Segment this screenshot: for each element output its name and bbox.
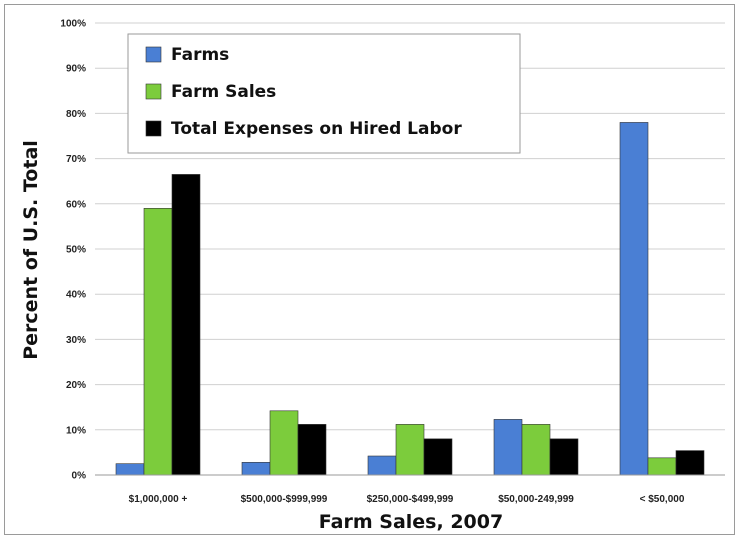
y-axis-ticks: 0% 10% 20% 30% 40% 50% 60% 70% 80% 90% 100% bbox=[60, 19, 86, 482]
y-tick-label: 20% bbox=[66, 380, 86, 391]
legend-swatch bbox=[145, 46, 162, 63]
legend: Farms Farm Sales Total Expenses on Hired L… bbox=[127, 33, 521, 154]
bar-farm-sales bbox=[521, 424, 551, 476]
y-tick-label: 10% bbox=[66, 425, 86, 436]
x-axis-ticks: $1,000,000 + $500,000-$999,999 $250,000-$4… bbox=[129, 494, 685, 505]
x-tick-label: < $50,000 bbox=[640, 494, 685, 505]
bar-farms bbox=[115, 463, 145, 476]
y-tick-label: 100% bbox=[60, 19, 86, 30]
y-tick-label: 0% bbox=[72, 471, 87, 482]
bar-farm-sales bbox=[143, 208, 173, 476]
bar-farm-sales bbox=[647, 457, 677, 476]
y-tick-label: 60% bbox=[66, 199, 86, 210]
bars bbox=[115, 122, 705, 476]
legend-label: Farm Sales bbox=[171, 82, 276, 102]
bar-farms bbox=[367, 455, 397, 476]
legend-label: Total Expenses on Hired Labor bbox=[171, 119, 462, 139]
legend-label: Farms bbox=[171, 45, 229, 65]
chart-frame: 0% 10% 20% 30% 40% 50% 60% 70% 80% 90% 100% $1,000… bbox=[4, 4, 735, 535]
legend-swatch bbox=[145, 120, 162, 137]
x-tick-label: $250,000-$499,999 bbox=[367, 494, 454, 505]
bar-total-expenses-on-hired-labor bbox=[297, 424, 327, 476]
x-tick-label: $500,000-$999,999 bbox=[241, 494, 328, 505]
y-tick-label: 30% bbox=[66, 335, 86, 346]
bar-farms bbox=[493, 419, 523, 476]
bar-total-expenses-on-hired-labor bbox=[171, 174, 201, 476]
y-tick-label: 80% bbox=[66, 109, 86, 120]
x-axis-title: Farm Sales, 2007 bbox=[319, 511, 503, 533]
y-tick-label: 50% bbox=[66, 245, 86, 256]
bar-chart: 0% 10% 20% 30% 40% 50% 60% 70% 80% 90% 100% $1,000… bbox=[20, 19, 725, 533]
y-axis-title: Percent of U.S. Total bbox=[20, 140, 42, 360]
legend-box bbox=[127, 33, 521, 154]
y-tick-label: 90% bbox=[66, 64, 86, 75]
y-tick-label: 70% bbox=[66, 154, 86, 165]
x-tick-label: $50,000-249,999 bbox=[498, 494, 574, 505]
bar-farms bbox=[619, 122, 649, 476]
bar-farm-sales bbox=[269, 410, 299, 476]
bar-farm-sales bbox=[395, 424, 425, 476]
y-tick-label: 40% bbox=[66, 290, 86, 301]
bar-total-expenses-on-hired-labor bbox=[423, 438, 453, 476]
bar-total-expenses-on-hired-labor bbox=[675, 450, 705, 476]
x-tick-label: $1,000,000 + bbox=[129, 494, 188, 505]
bar-farms bbox=[241, 462, 271, 476]
legend-swatch bbox=[145, 83, 162, 100]
bar-total-expenses-on-hired-labor bbox=[549, 438, 579, 476]
